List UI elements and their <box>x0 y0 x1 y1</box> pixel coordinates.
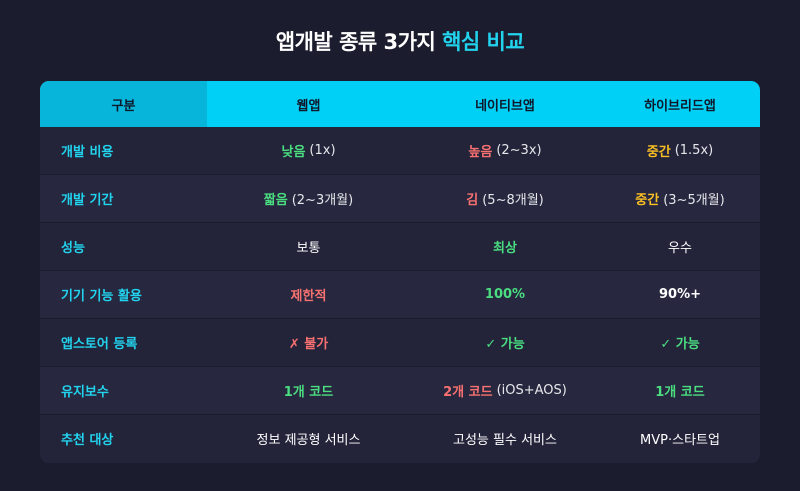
row-label: 성능 <box>61 241 85 256</box>
native-cell: 100% <box>410 271 600 318</box>
cell-note: (3~5개월) <box>663 193 725 208</box>
native-cell: 김 (5~8개월) <box>410 175 600 222</box>
title-main: 앱개발 종류 3가지 <box>275 30 436 54</box>
cell-note: (5~8개월) <box>482 193 544 208</box>
cell-value: 중간 <box>646 145 671 160</box>
native-cell: ✓ 가능 <box>410 319 600 366</box>
cell-value: 짧음 <box>263 193 288 208</box>
comparison-table: 구분 웹앱 네이티브앱 하이브리드앱 개발 비용 낮음 (1x) 높음 (2~3x)… <box>40 81 760 463</box>
cell-value: 최상 <box>493 241 517 256</box>
hybrid-cell: 1개 코드 <box>600 367 760 414</box>
web-cell: 1개 코드 <box>207 367 410 414</box>
cell-value: 100% <box>484 287 526 302</box>
page-title: 앱개발 종류 3가지 핵심 비교 <box>0 26 800 56</box>
cell-value: 제한적 <box>290 289 327 304</box>
cell-note: (2~3개월) <box>291 193 354 208</box>
hybrid-cell: ✓ 가능 <box>600 319 760 366</box>
table-row: 성능 보통 최상 우수 <box>40 223 760 271</box>
native-cell: 2개 코드 (iOS+AOS) <box>410 367 600 414</box>
cell-note: (1x) <box>309 143 336 158</box>
cell-value: 1개 코드 <box>283 385 334 400</box>
cell-value: 90%+ <box>658 287 701 302</box>
row-label: 개발 기간 <box>61 193 114 208</box>
hybrid-cell: MVP·스타트업 <box>600 415 760 462</box>
web-cell: 정보 제공형 서비스 <box>207 415 410 462</box>
cell-value: ✗ 불가 <box>288 337 329 352</box>
hybrid-cell: 중간 (1.5x) <box>600 127 760 174</box>
cell-note: (1.5x) <box>674 143 714 158</box>
table-row: 앱스토어 등록 ✗ 불가 ✓ 가능 ✓ 가능 <box>40 319 760 367</box>
cell-value: 정보 제공형 서비스 <box>256 433 361 448</box>
table-row: 개발 기간 짧음 (2~3개월) 김 (5~8개월) 중간 (3~5개월) <box>40 175 760 223</box>
row-label: 기기 기능 활용 <box>61 289 142 304</box>
row-label: 유지보수 <box>61 385 109 400</box>
hybrid-cell: 우수 <box>600 223 760 270</box>
cell-value: ✓ 가능 <box>485 337 525 352</box>
native-cell: 최상 <box>410 223 600 270</box>
cell-value: 높음 <box>468 145 493 160</box>
web-cell: 제한적 <box>207 271 410 318</box>
native-cell: 높음 (2~3x) <box>410 127 600 174</box>
cell-note: (2~3x) <box>496 143 542 158</box>
table-row: 유지보수 1개 코드 2개 코드 (iOS+AOS) 1개 코드 <box>40 367 760 415</box>
table-row: 기기 기능 활용 제한적 100% 90%+ <box>40 271 760 319</box>
hybrid-cell: 중간 (3~5개월) <box>600 175 760 222</box>
cell-value: 1개 코드 <box>655 385 705 400</box>
table-row: 개발 비용 낮음 (1x) 높음 (2~3x) 중간 (1.5x) <box>40 127 760 175</box>
web-cell: ✗ 불가 <box>207 319 410 366</box>
title-accent: 핵심 비교 <box>442 30 525 54</box>
web-cell: 보통 <box>207 223 410 270</box>
web-cell: 짧음 (2~3개월) <box>207 175 410 222</box>
cell-value: 김 <box>466 193 479 208</box>
header-category: 구분 <box>40 81 207 127</box>
native-cell: 고성능 필수 서비스 <box>410 415 600 462</box>
cell-value: ✓ 가능 <box>660 337 700 352</box>
hybrid-cell: 90%+ <box>600 271 760 318</box>
cell-value: 낮음 <box>281 145 306 160</box>
row-label: 앱스토어 등록 <box>61 337 138 352</box>
table-row: 추천 대상 정보 제공형 서비스 고성능 필수 서비스 MVP·스타트업 <box>40 415 760 462</box>
row-label: 개발 비용 <box>61 145 114 160</box>
cell-value: 2개 코드 <box>443 385 493 400</box>
row-label: 추천 대상 <box>61 433 114 448</box>
cell-value: 보통 <box>296 241 321 256</box>
table-header-row: 구분 웹앱 네이티브앱 하이브리드앱 <box>40 81 760 127</box>
cell-note: (iOS+AOS) <box>496 383 567 398</box>
cell-value: 우수 <box>668 241 692 256</box>
header-hybridapp: 하이브리드앱 <box>644 98 716 114</box>
cell-value: 중간 <box>635 193 660 208</box>
header-nativeapp: 네이티브앱 <box>475 98 535 114</box>
web-cell: 낮음 (1x) <box>207 127 410 174</box>
header-webapp: 웹앱 <box>296 98 321 114</box>
cell-value: 고성능 필수 서비스 <box>453 433 557 448</box>
cell-value: MVP·스타트업 <box>640 433 720 448</box>
